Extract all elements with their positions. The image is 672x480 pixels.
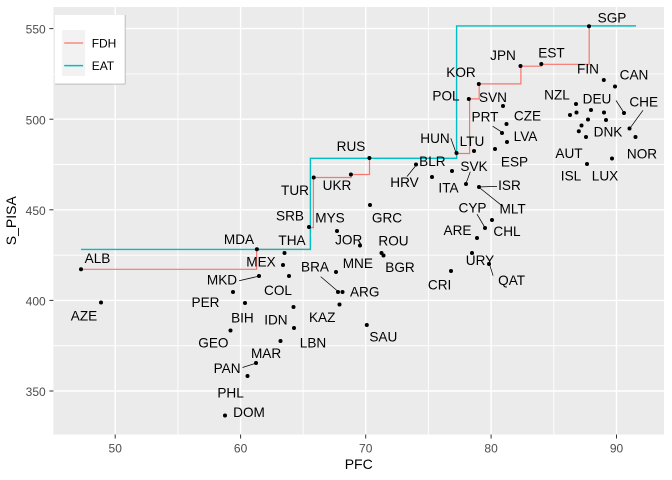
svg-text:80: 80 — [484, 442, 498, 456]
svg-text:MEX: MEX — [246, 255, 275, 270]
svg-text:FIN: FIN — [577, 62, 599, 77]
svg-text:SVN: SVN — [479, 90, 507, 105]
svg-text:MLT: MLT — [500, 202, 526, 217]
svg-text:DOM: DOM — [233, 405, 265, 420]
svg-text:500: 500 — [26, 113, 46, 127]
svg-text:LBN: LBN — [300, 336, 326, 351]
svg-text:ROU: ROU — [378, 234, 408, 249]
svg-text:QAT: QAT — [498, 273, 525, 288]
svg-text:90: 90 — [610, 442, 624, 456]
svg-text:MDA: MDA — [224, 232, 255, 247]
svg-text:CZE: CZE — [514, 109, 541, 124]
svg-text:550: 550 — [26, 23, 46, 37]
svg-text:EST: EST — [538, 46, 564, 61]
svg-text:DEU: DEU — [583, 92, 612, 107]
svg-text:PER: PER — [192, 295, 220, 310]
svg-text:450: 450 — [26, 204, 46, 218]
svg-text:MAR: MAR — [251, 346, 281, 361]
svg-text:UKR: UKR — [323, 178, 352, 193]
svg-text:FDH: FDH — [92, 36, 117, 50]
svg-text:JPN: JPN — [490, 48, 516, 63]
svg-text:MKD: MKD — [207, 273, 237, 288]
svg-text:LTU: LTU — [460, 134, 485, 149]
svg-text:CHE: CHE — [629, 94, 658, 109]
svg-text:JOR: JOR — [335, 233, 362, 248]
svg-text:GRC: GRC — [372, 211, 402, 226]
svg-text:PHL: PHL — [217, 385, 244, 400]
svg-text:EAT: EAT — [92, 59, 115, 73]
svg-text:PAN: PAN — [214, 361, 241, 376]
svg-text:MNE: MNE — [343, 256, 373, 271]
svg-text:50: 50 — [109, 442, 123, 456]
svg-text:THA: THA — [278, 233, 306, 248]
svg-text:ALB: ALB — [85, 251, 111, 266]
svg-text:PFC: PFC — [345, 456, 373, 472]
svg-text:CRI: CRI — [428, 278, 451, 293]
svg-text:ITA: ITA — [438, 181, 459, 196]
svg-text:PRT: PRT — [472, 110, 499, 125]
svg-text:LUX: LUX — [592, 169, 618, 184]
svg-text:400: 400 — [26, 295, 46, 309]
svg-text:TUR: TUR — [281, 183, 309, 198]
svg-text:BGR: BGR — [385, 260, 415, 275]
svg-text:S_PISA: S_PISA — [3, 196, 19, 246]
svg-text:IDN: IDN — [264, 313, 287, 328]
svg-text:CHL: CHL — [493, 224, 521, 239]
svg-text:COL: COL — [264, 283, 292, 298]
svg-text:AZE: AZE — [71, 309, 97, 324]
svg-text:BIH: BIH — [231, 311, 254, 326]
svg-text:ARE: ARE — [444, 223, 472, 238]
svg-text:CYP: CYP — [459, 201, 487, 216]
svg-text:SAU: SAU — [369, 330, 397, 345]
svg-text:NOR: NOR — [627, 147, 657, 162]
svg-text:BRA: BRA — [301, 260, 330, 275]
svg-text:CAN: CAN — [620, 68, 649, 83]
svg-text:LVA: LVA — [514, 129, 539, 144]
svg-text:SGP: SGP — [598, 10, 627, 25]
svg-text:ARG: ARG — [350, 285, 379, 300]
svg-text:MYS: MYS — [315, 211, 344, 226]
svg-text:HUN: HUN — [420, 131, 449, 146]
svg-text:URY: URY — [466, 253, 494, 268]
svg-text:60: 60 — [234, 442, 248, 456]
svg-text:ESP: ESP — [501, 155, 528, 170]
svg-text:NZL: NZL — [544, 88, 570, 103]
svg-text:SVK: SVK — [460, 159, 487, 174]
svg-text:350: 350 — [26, 385, 46, 399]
svg-text:POL: POL — [432, 89, 460, 104]
svg-text:HRV: HRV — [390, 175, 418, 190]
svg-text:SRB: SRB — [276, 209, 304, 224]
svg-text:DNK: DNK — [594, 125, 623, 140]
svg-text:ISL: ISL — [561, 169, 582, 184]
svg-text:GEO: GEO — [198, 335, 228, 350]
svg-text:BLR: BLR — [419, 154, 446, 169]
svg-text:ISR: ISR — [498, 178, 521, 193]
svg-text:70: 70 — [359, 442, 373, 456]
svg-text:KAZ: KAZ — [309, 310, 335, 325]
svg-text:RUS: RUS — [337, 139, 366, 154]
svg-text:KOR: KOR — [446, 65, 476, 80]
svg-text:AUT: AUT — [555, 146, 582, 161]
